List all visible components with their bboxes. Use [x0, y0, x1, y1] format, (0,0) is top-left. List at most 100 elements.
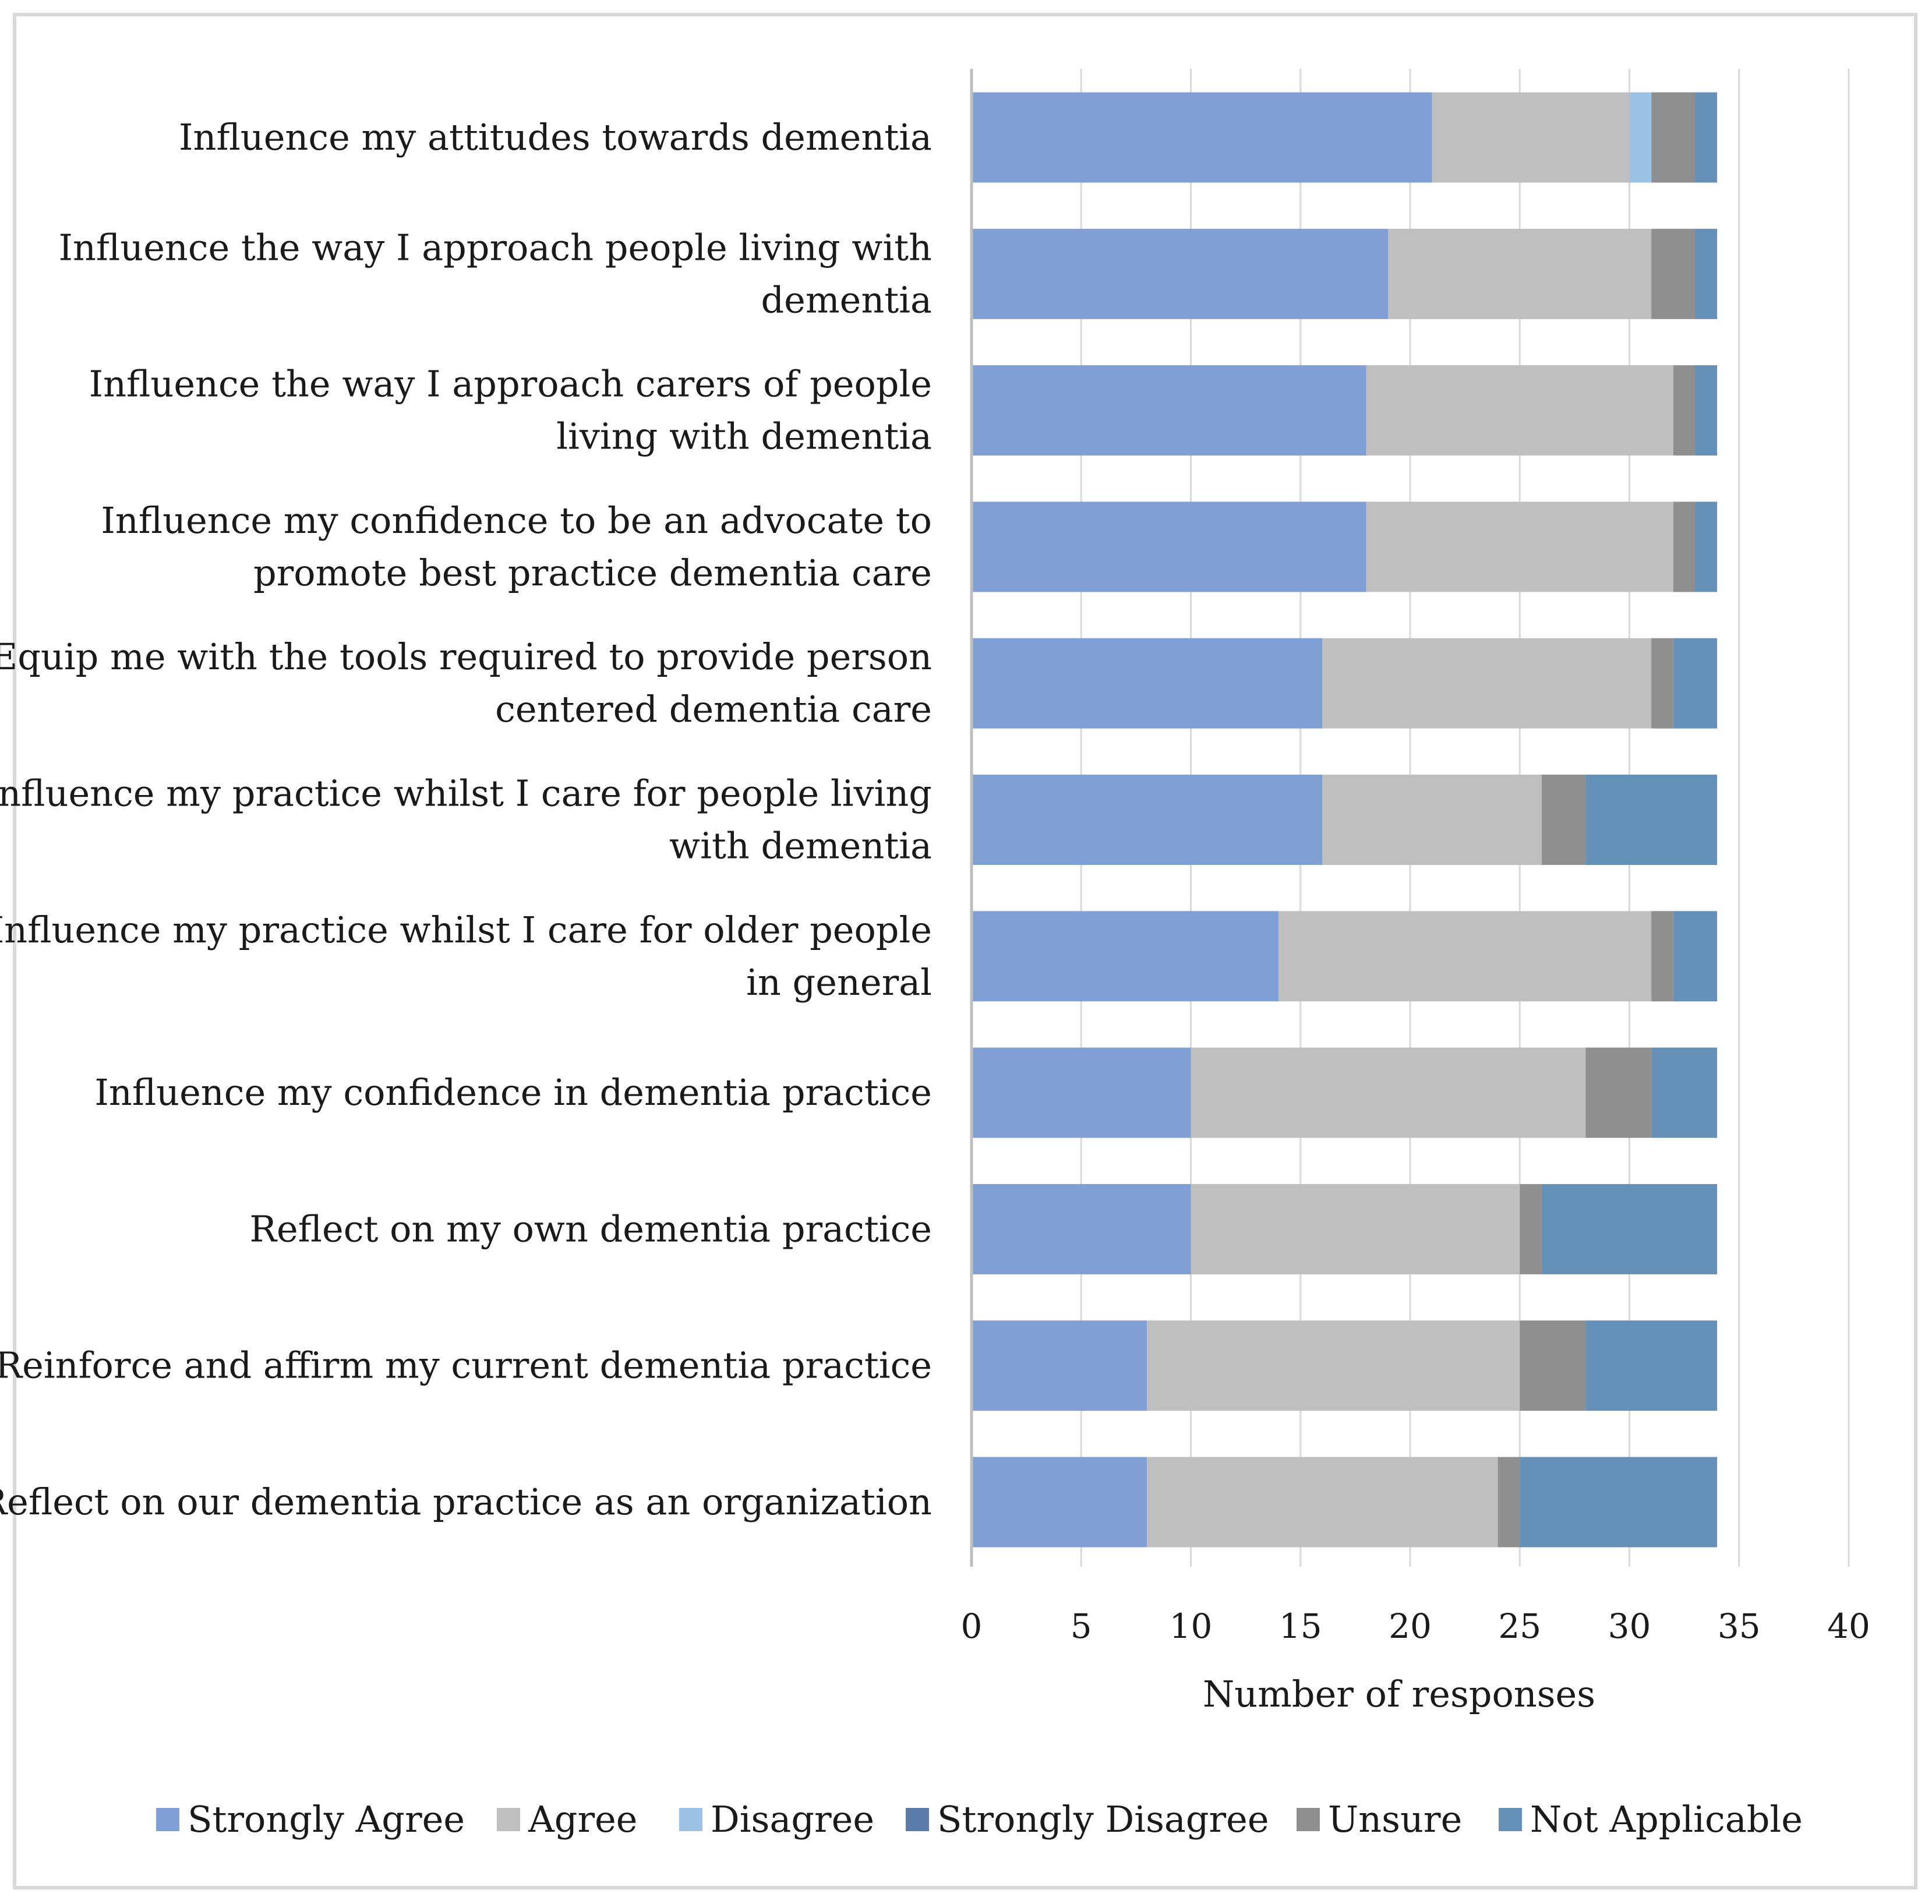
- tick-label-0: 0: [961, 1606, 983, 1646]
- category-label-line: Reflect on my own dementia practice: [249, 1207, 932, 1250]
- category-label-1: Influence the way I approach people livi…: [58, 226, 932, 321]
- tick-label-15: 15: [1279, 1606, 1322, 1646]
- bar-segment-agree-7: [1191, 1047, 1586, 1138]
- bar-row-9: [972, 1320, 1718, 1411]
- category-label-line: centered dementia care: [495, 688, 932, 730]
- bar-segment-agree-10: [1147, 1457, 1498, 1548]
- legend-item-not-applicable: Not Applicable: [1499, 1798, 1803, 1841]
- category-label-6: Influence my practice whilst I care for …: [0, 909, 932, 1004]
- legend-swatch: [1499, 1808, 1522, 1831]
- bar-segment-strongly-agree-2: [972, 365, 1366, 456]
- tick-label-35: 35: [1718, 1606, 1761, 1646]
- tick-label-30: 30: [1608, 1606, 1651, 1646]
- bar-segment-agree-8: [1191, 1184, 1520, 1274]
- bar-segment-unsure-6: [1651, 911, 1673, 1002]
- legend-label: Not Applicable: [1530, 1798, 1803, 1841]
- bar-segment-strongly-agree-8: [972, 1184, 1191, 1274]
- bar-segment-strongly-agree-1: [972, 228, 1389, 319]
- bar-segment-not-applicable-5: [1585, 775, 1718, 865]
- bar-row-3: [972, 501, 1718, 592]
- bar-segment-strongly-agree-5: [972, 775, 1323, 865]
- legend-label: Agree: [528, 1798, 637, 1841]
- bar-segment-agree-2: [1366, 365, 1673, 456]
- category-label-line: Influence my attitudes towards dementia: [179, 116, 932, 158]
- legend-label: Unsure: [1328, 1798, 1462, 1841]
- legend-item-unsure: Unsure: [1297, 1798, 1462, 1841]
- tick-label-25: 25: [1498, 1606, 1541, 1646]
- bar-segment-not-applicable-4: [1673, 638, 1718, 729]
- bar-row-7: [972, 1047, 1718, 1138]
- legend-label: Disagree: [711, 1798, 874, 1841]
- category-label-4: Equip me with the tools required to prov…: [0, 635, 932, 730]
- category-label-line: living with dementia: [556, 415, 932, 458]
- legend-swatch: [679, 1808, 702, 1831]
- bar-segment-strongly-agree-4: [972, 638, 1323, 729]
- legend-item-agree: Agree: [497, 1798, 637, 1841]
- legend-swatch: [906, 1808, 929, 1831]
- bar-segment-unsure-5: [1541, 775, 1586, 865]
- bar-segment-not-applicable-1: [1695, 228, 1718, 319]
- bar-segment-unsure-3: [1673, 501, 1696, 592]
- category-label-line: Reflect on our dementia practice as an o…: [0, 1481, 932, 1523]
- legend-swatch: [1297, 1808, 1320, 1831]
- bar-segment-unsure-0: [1651, 92, 1696, 183]
- legend-label: Strongly Disagree: [937, 1798, 1269, 1841]
- bar-segment-strongly-agree-10: [972, 1457, 1147, 1548]
- bar-row-2: [972, 365, 1718, 456]
- bar-segment-agree-3: [1366, 501, 1673, 592]
- bar-segment-agree-9: [1147, 1320, 1520, 1411]
- bar-segment-not-applicable-0: [1695, 92, 1718, 183]
- tick-labels: 0 5 10 15 20 25 30 35 40: [961, 1606, 1870, 1646]
- bar-segment-unsure-4: [1651, 638, 1673, 729]
- legend-item-disagree: Disagree: [679, 1798, 874, 1841]
- bar-segment-agree-1: [1388, 228, 1652, 319]
- tick-label-10: 10: [1170, 1606, 1213, 1646]
- bar-segment-not-applicable-10: [1520, 1457, 1718, 1548]
- category-label-line: with dementia: [669, 825, 932, 867]
- bar-segment-agree-0: [1432, 92, 1630, 183]
- bar-segment-disagree-0: [1629, 92, 1652, 183]
- category-label-0: Influence my attitudes towards dementia: [179, 116, 932, 158]
- legend: Strongly Agree Agree Disagree Strongly Disa…: [156, 1798, 1803, 1841]
- bars: [972, 92, 1718, 1548]
- bar-segment-unsure-7: [1585, 1047, 1652, 1138]
- bar-segment-unsure-1: [1651, 228, 1696, 319]
- bar-segment-strongly-agree-0: [972, 92, 1432, 183]
- category-labels: Influence my attitudes towards dementia I…: [0, 116, 932, 1523]
- category-label-line: Reinforce and affirm my current dementia…: [0, 1344, 932, 1387]
- bar-row-1: [972, 228, 1718, 319]
- chart-frame: [13, 13, 1917, 1889]
- legend-item-strongly-disagree: Strongly Disagree: [906, 1798, 1269, 1841]
- bar-segment-unsure-10: [1497, 1457, 1520, 1548]
- category-label-8: Reflect on my own dementia practice: [249, 1207, 932, 1250]
- bar-row-8: [972, 1184, 1718, 1274]
- category-label-2: Influence the way I approach carers of p…: [89, 363, 932, 458]
- bar-row-5: [972, 775, 1718, 865]
- bar-segment-agree-4: [1322, 638, 1652, 729]
- bar-row-4: [972, 638, 1718, 729]
- bar-segment-not-applicable-2: [1695, 365, 1718, 456]
- bar-segment-strongly-agree-6: [972, 911, 1279, 1002]
- tick-label-40: 40: [1827, 1606, 1870, 1646]
- category-label-line: promote best practice dementia care: [253, 552, 932, 594]
- legend-item-strongly-agree: Strongly Agree: [156, 1798, 465, 1841]
- bar-segment-agree-6: [1278, 911, 1652, 1002]
- bar-segment-strongly-agree-7: [972, 1047, 1191, 1138]
- bar-segment-agree-5: [1322, 775, 1542, 865]
- bar-segment-strongly-agree-9: [972, 1320, 1147, 1411]
- category-label-line: Influence my confidence to be an advocat…: [101, 499, 932, 542]
- bar-row-10: [972, 1457, 1718, 1548]
- category-label-line: dementia: [761, 278, 932, 321]
- category-label-line: Influence the way I approach carers of p…: [89, 363, 932, 405]
- bar-segment-unsure-2: [1673, 365, 1696, 456]
- category-label-10: Reflect on our dementia practice as an o…: [0, 1481, 932, 1523]
- legend-label: Strongly Agree: [188, 1798, 465, 1841]
- category-label-9: Reinforce and affirm my current dementia…: [0, 1344, 932, 1387]
- bar-segment-strongly-agree-3: [972, 501, 1366, 592]
- category-label-3: Influence my confidence to be an advocat…: [101, 499, 932, 594]
- bar-segment-not-applicable-6: [1673, 911, 1718, 1002]
- x-axis-title: Number of responses: [1203, 1673, 1595, 1715]
- tick-label-5: 5: [1071, 1606, 1092, 1646]
